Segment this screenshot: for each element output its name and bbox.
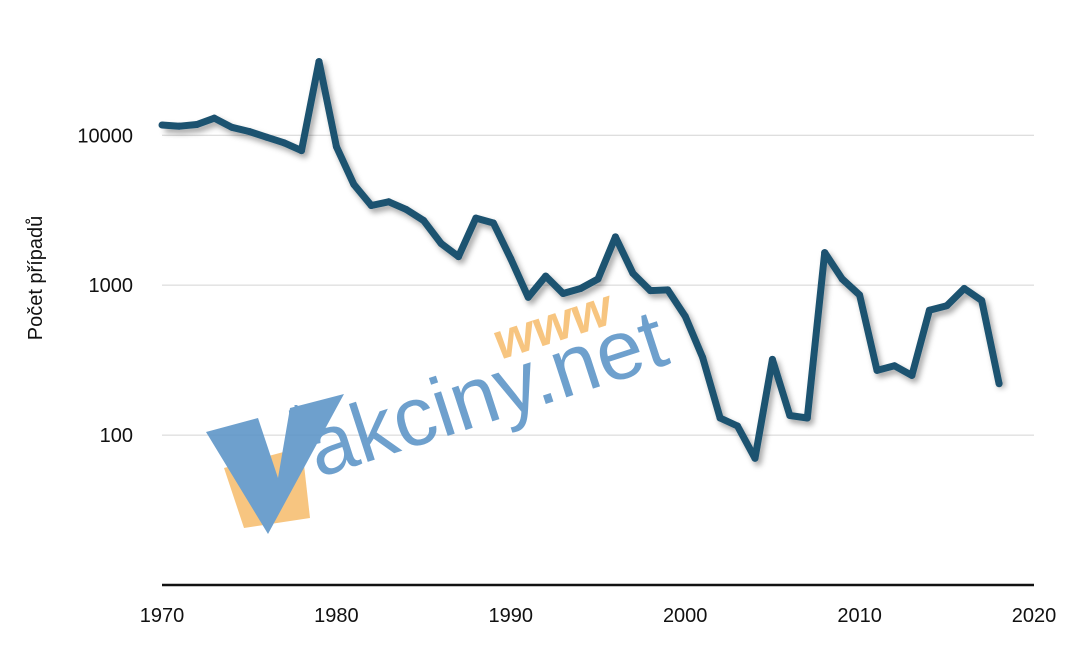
data-point — [646, 287, 654, 295]
x-tick-label: 2020 — [1012, 605, 1057, 627]
data-point — [734, 422, 742, 430]
data-point — [210, 114, 218, 122]
data-point — [542, 272, 550, 280]
watermark-syringe-icon — [288, 404, 306, 469]
data-point — [420, 217, 428, 225]
data-points — [158, 58, 1003, 462]
data-point — [838, 275, 846, 283]
y-axis-title: Počet případů — [25, 216, 47, 341]
data-point — [437, 239, 445, 247]
data-point — [716, 414, 724, 422]
x-tick-label: 1980 — [314, 605, 359, 627]
data-point — [821, 249, 829, 257]
y-tick-label: 10000 — [77, 125, 133, 147]
data-point — [350, 180, 358, 188]
data-point — [402, 205, 410, 213]
data-point — [158, 121, 166, 129]
data-point — [786, 412, 794, 420]
data-point — [298, 147, 306, 155]
x-tick-label: 1990 — [489, 605, 534, 627]
data-point — [472, 214, 480, 222]
data-point — [856, 291, 864, 299]
data-point — [507, 255, 515, 263]
data-point — [664, 286, 672, 294]
data-point — [385, 198, 393, 206]
data-point — [594, 275, 602, 283]
data-point — [751, 454, 759, 462]
y-tick-label: 1000 — [89, 275, 134, 297]
data-point — [995, 380, 1003, 388]
y-tick-labels: 100 1000 10000 — [77, 125, 133, 447]
watermark: www akciny.net — [206, 278, 677, 534]
data-point — [611, 233, 619, 241]
data-point — [228, 123, 236, 131]
data-point — [332, 143, 340, 151]
data-point — [629, 269, 637, 277]
data-point — [315, 58, 323, 66]
data-point — [489, 219, 497, 227]
data-point — [193, 120, 201, 128]
y-tick-label: 100 — [100, 425, 133, 447]
data-point — [978, 297, 986, 305]
watermark-domain-text: akciny.net — [295, 291, 678, 495]
data-point — [699, 353, 707, 361]
watermark-v-letter — [206, 394, 344, 534]
data-point — [873, 366, 881, 374]
data-point — [577, 285, 585, 293]
data-point — [925, 306, 933, 314]
data-point — [681, 312, 689, 320]
data-point — [908, 371, 916, 379]
data-point — [175, 122, 183, 130]
data-point — [524, 293, 532, 301]
data-point — [960, 285, 968, 293]
data-point — [559, 289, 567, 297]
data-point — [280, 139, 288, 147]
x-tick-label: 2000 — [663, 605, 708, 627]
data-point — [367, 201, 375, 209]
data-point — [943, 302, 951, 310]
x-tick-label: 2010 — [837, 605, 882, 627]
data-point — [768, 355, 776, 363]
x-tick-label: 1970 — [140, 605, 185, 627]
data-point — [454, 253, 462, 261]
data-point — [245, 127, 253, 135]
data-point — [803, 414, 811, 422]
data-point — [263, 133, 271, 141]
data-point — [890, 362, 898, 370]
x-tick-labels: 1970 1980 1990 2000 2010 2020 — [140, 605, 1057, 627]
